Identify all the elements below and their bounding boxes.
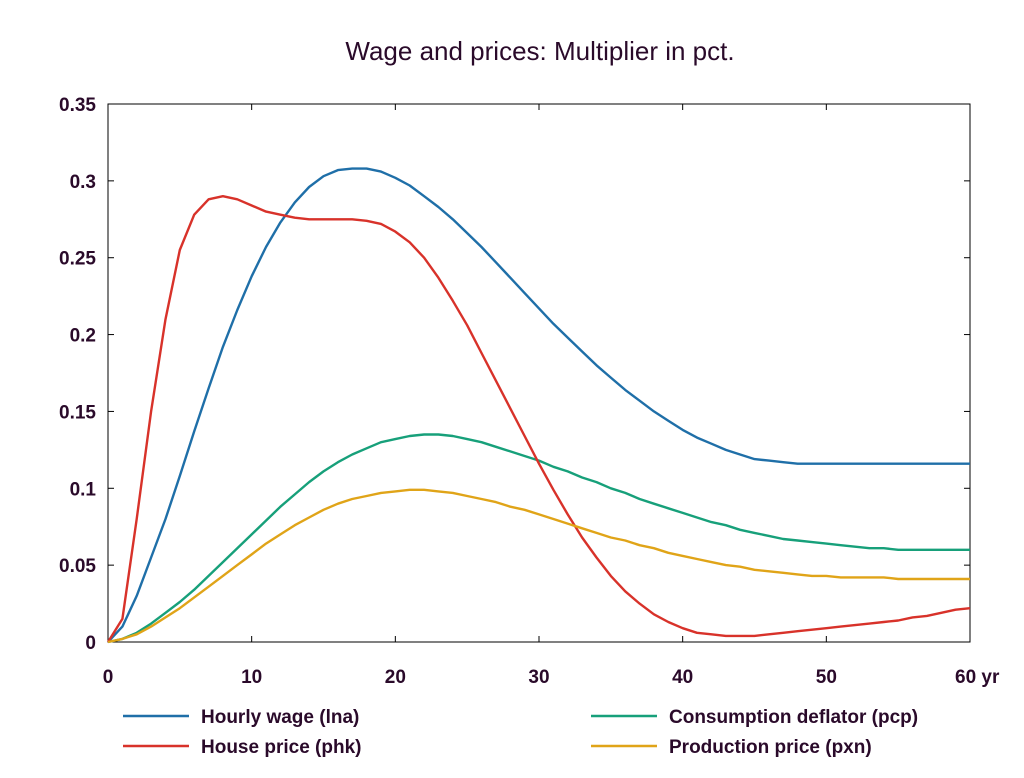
y-tick-label: 0.2 xyxy=(70,326,96,347)
x-tick-label: 10 xyxy=(241,667,262,688)
legend-label: House price (phk) xyxy=(201,737,361,758)
legend-item: Consumption deflator (pcp) xyxy=(591,707,918,728)
x-tick-label: 60 yr xyxy=(955,667,1000,688)
plot-frame xyxy=(107,103,971,643)
x-tick-label: 0 xyxy=(103,667,114,688)
series-line-consumption-deflator-pcp xyxy=(107,433,970,644)
legend-item: House price (phk) xyxy=(123,737,361,758)
y-tick-label: 0.15 xyxy=(59,402,96,423)
legend-label: Production price (pxn) xyxy=(669,737,872,758)
y-tick-label: 0.05 xyxy=(59,556,96,577)
series-line-house-price-phk xyxy=(106,195,971,643)
x-tick-label: 40 xyxy=(672,667,693,688)
y-tick-label: 0.1 xyxy=(70,479,97,500)
legend-item: Production price (pxn) xyxy=(591,737,872,758)
plot-area: 0 10 20 30 40 50 60 yr 0 0.05 0.1 0.15 0.2 0.25 0.3 0.… xyxy=(59,95,1000,688)
y-tick-label: 0.35 xyxy=(59,95,96,116)
y-tick-label: 0.3 xyxy=(70,172,96,193)
x-tick-label: 50 xyxy=(816,667,837,688)
legend-label: Hourly wage (lna) xyxy=(201,707,359,728)
x-tick-label: 30 xyxy=(528,667,549,688)
legend: Hourly wage (lna) House price (phk) Consum… xyxy=(123,707,918,758)
y-tick-label: 0 xyxy=(85,633,96,654)
series-line-hourly-wage-lna xyxy=(107,167,970,643)
legend-label: Consumption deflator (pcp) xyxy=(669,707,918,728)
x-tick-label: 20 xyxy=(385,667,406,688)
y-tick-label: 0.25 xyxy=(59,249,96,270)
chart-title: Wage and prices: Multiplier in pct. xyxy=(345,36,734,66)
legend-item: Hourly wage (lna) xyxy=(123,707,359,728)
series-line-production-price-pxn xyxy=(107,488,970,644)
